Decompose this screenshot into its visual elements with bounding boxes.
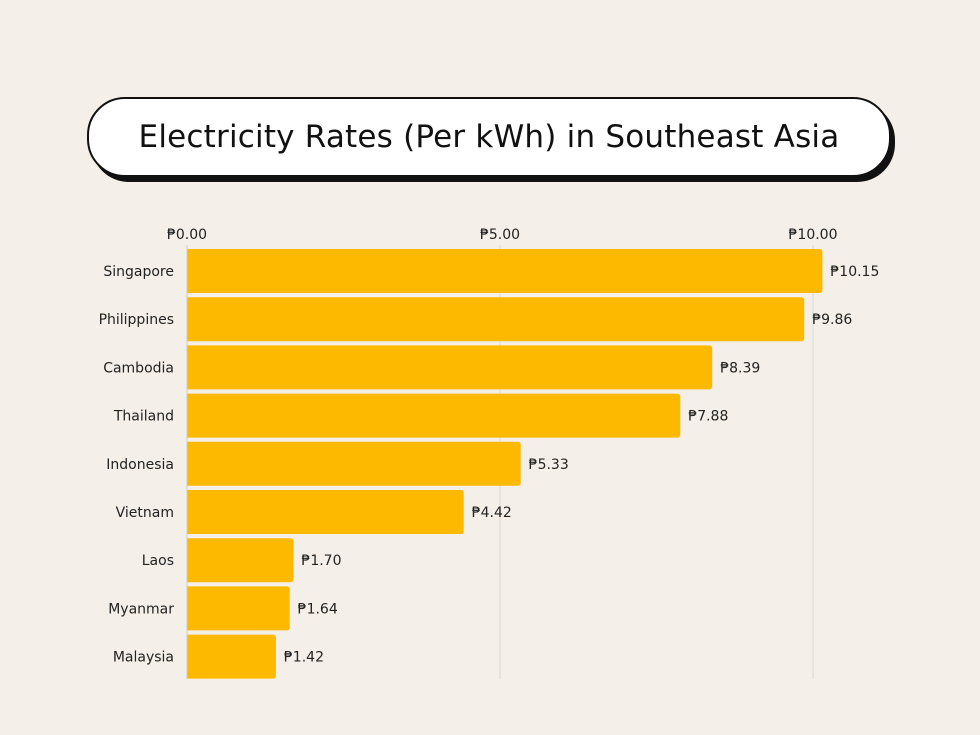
chart-title-box: Electricity Rates (Per kWh) in Southeast… — [87, 97, 891, 177]
category-label: Myanmar — [108, 601, 174, 617]
x-tick-label: ₱10.00 — [789, 227, 838, 243]
category-label: Cambodia — [103, 360, 174, 376]
data-label: ₱7.88 — [688, 409, 728, 425]
data-label: ₱5.33 — [529, 457, 569, 473]
bar-vietnam — [187, 490, 464, 534]
x-tick-label: ₱0.00 — [167, 227, 207, 243]
data-label: ₱9.86 — [812, 312, 852, 328]
x-tick-label: ₱5.00 — [480, 227, 520, 243]
chart-title: Electricity Rates (Per kWh) in Southeast… — [138, 119, 840, 155]
bar-myanmar — [187, 586, 290, 631]
bar-malaysia — [187, 634, 276, 679]
data-label: ₱1.42 — [284, 650, 324, 666]
category-label: Singapore — [103, 264, 174, 280]
data-label: ₱8.39 — [720, 360, 760, 376]
category-label: Laos — [142, 553, 174, 569]
data-label: ₱1.64 — [298, 601, 338, 617]
data-label: ₱4.42 — [472, 505, 512, 521]
bar-indonesia — [187, 441, 521, 486]
category-label: Indonesia — [106, 457, 174, 473]
bar-singapore — [187, 249, 823, 293]
bar-laos — [187, 538, 294, 583]
category-label: Philippines — [99, 312, 174, 328]
data-label: ₱10.15 — [830, 264, 879, 280]
category-label: Malaysia — [113, 650, 174, 666]
bar-philippines — [187, 297, 805, 342]
bar-thailand — [187, 393, 681, 438]
category-label: Thailand — [113, 409, 174, 425]
bar-cambodia — [187, 345, 713, 390]
data-label: ₱1.70 — [301, 553, 341, 569]
category-label: Vietnam — [116, 505, 174, 521]
